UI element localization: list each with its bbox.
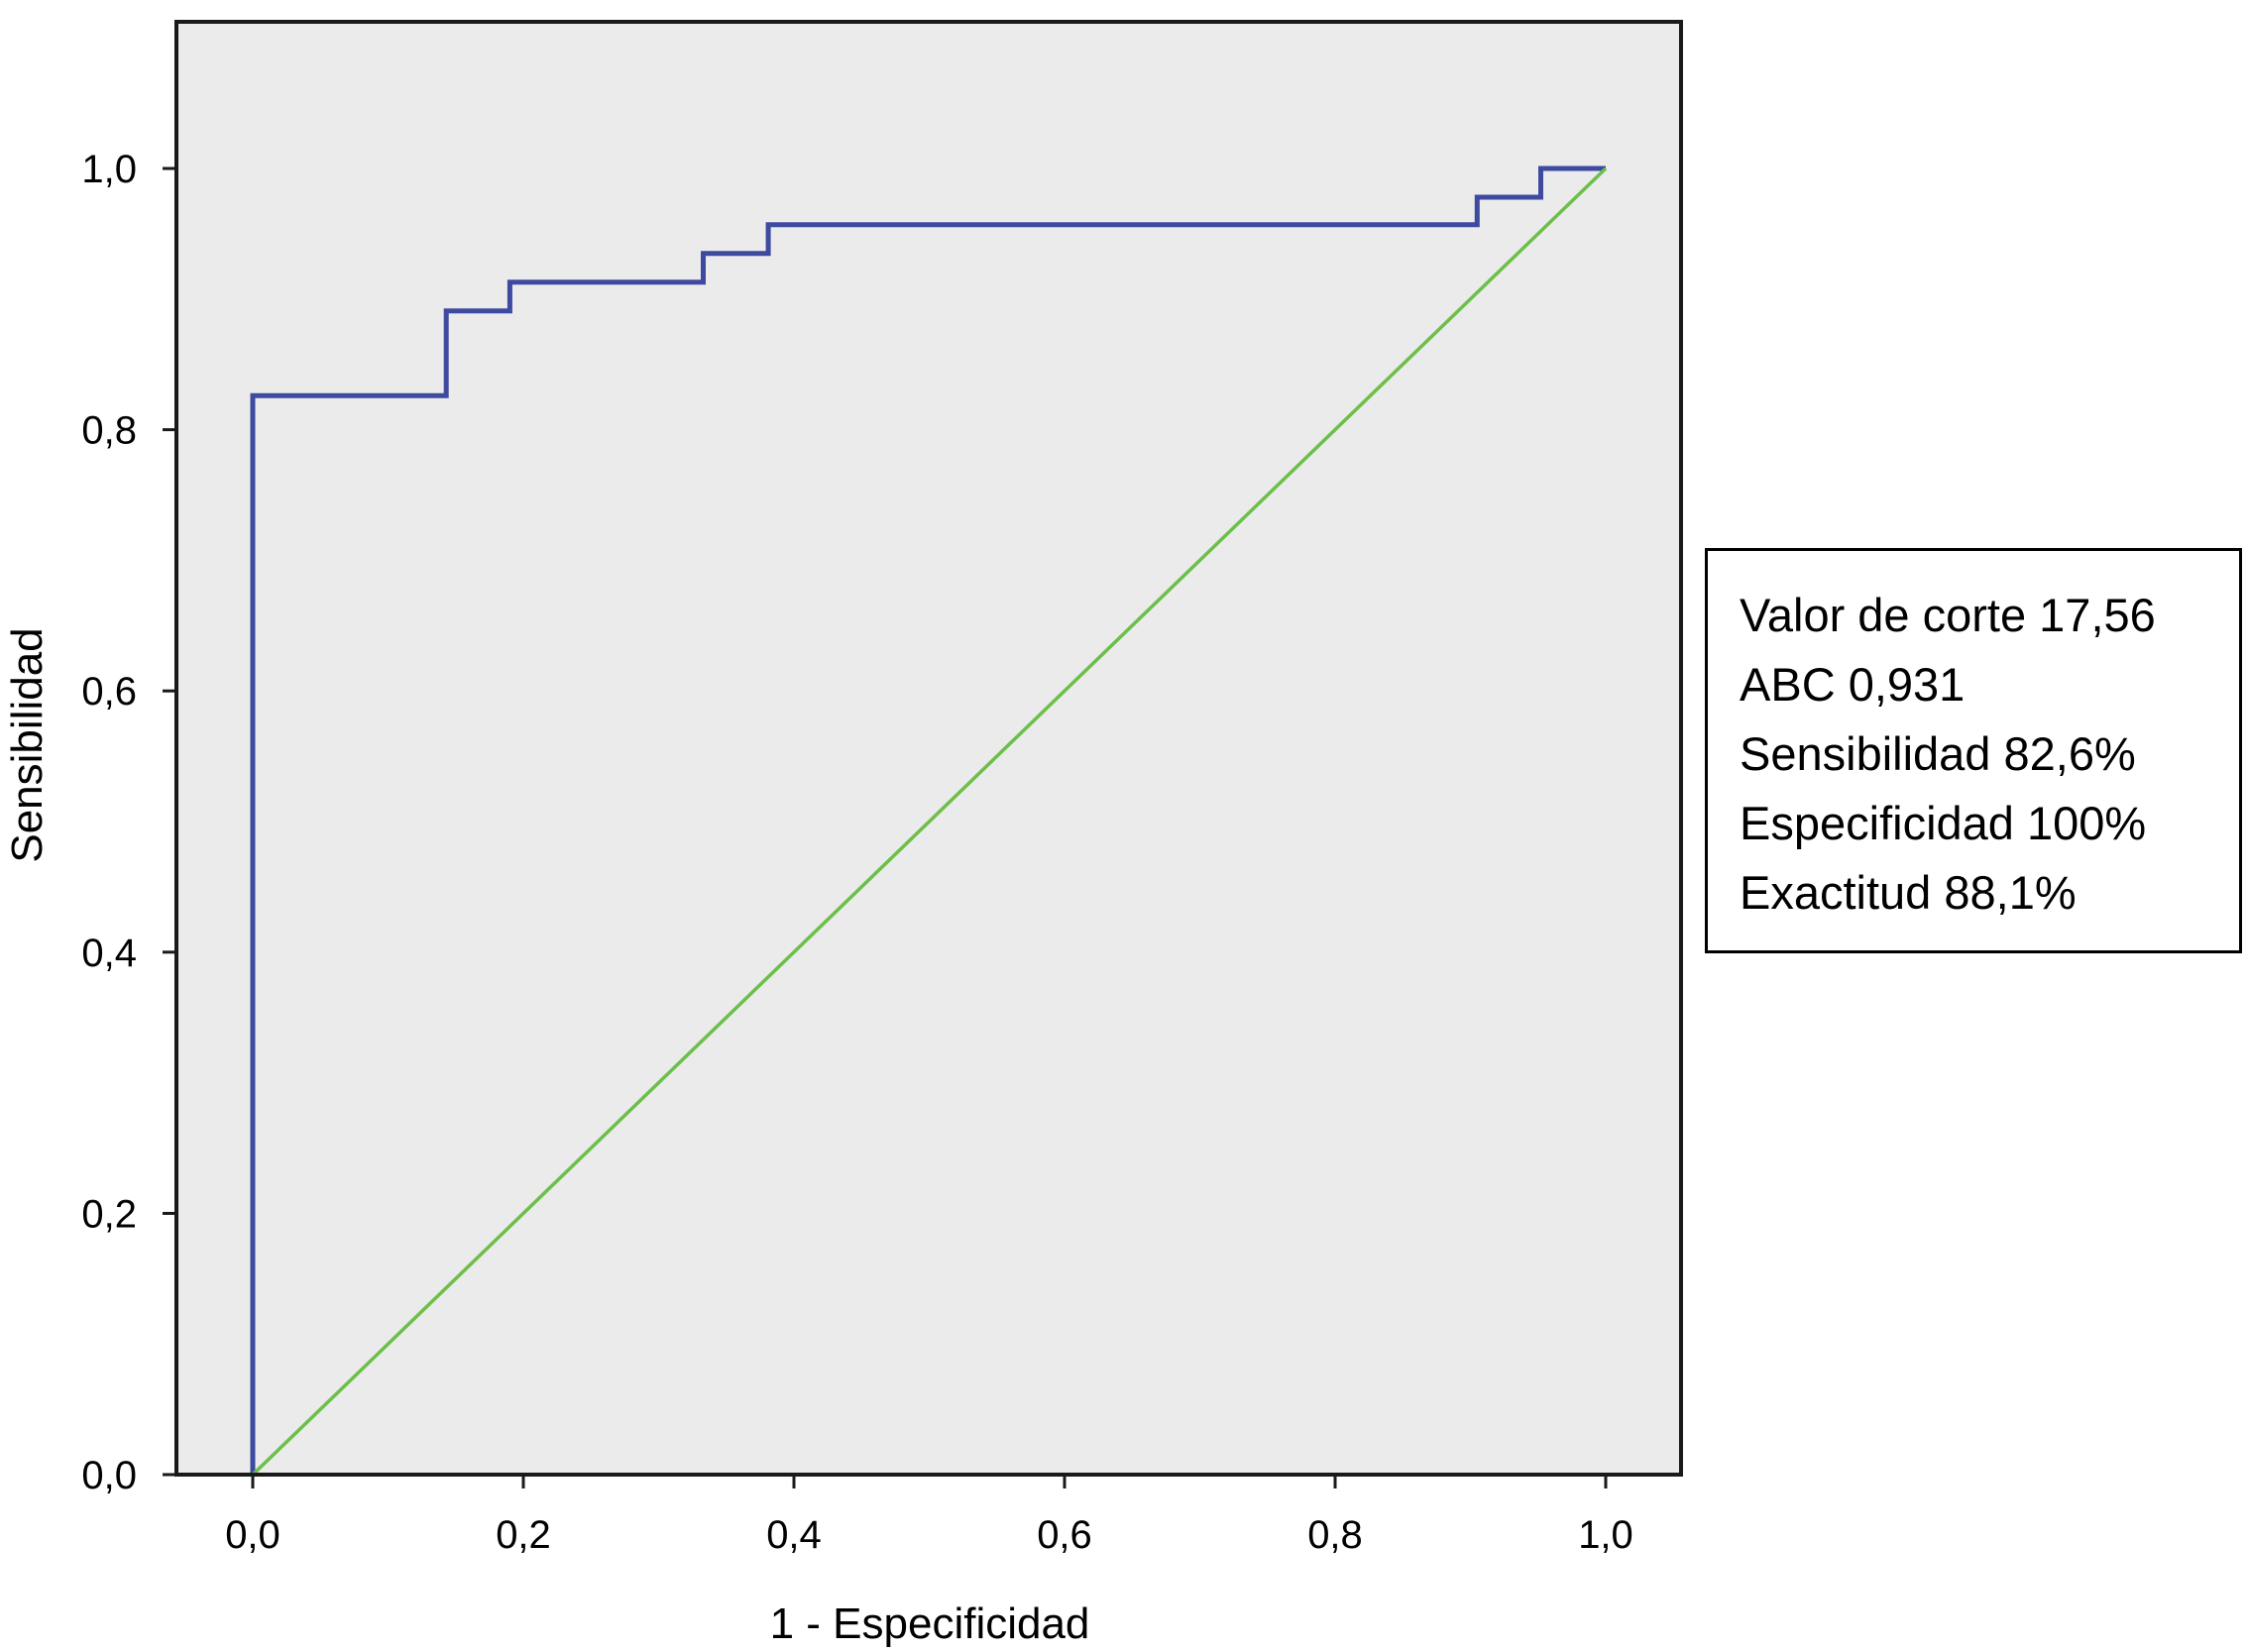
x-tick-label: 0,4 bbox=[766, 1513, 822, 1557]
y-tick-label: 1,0 bbox=[81, 148, 137, 191]
y-tick-label: 0,4 bbox=[81, 932, 137, 975]
stat-cutoff: Valor de corte 17,56 bbox=[1740, 589, 2156, 641]
y-tick-label: 0,6 bbox=[81, 670, 137, 714]
x-tick-label: 0,8 bbox=[1307, 1513, 1363, 1557]
x-tick-label: 0,2 bbox=[496, 1513, 551, 1557]
plot-background bbox=[176, 22, 1681, 1475]
x-tick-label: 0,0 bbox=[225, 1513, 281, 1557]
x-axis-title: 1 - Especificidad bbox=[770, 1599, 1090, 1648]
stats-box: Valor de corte 17,56 ABC 0,931 Sensibili… bbox=[1705, 548, 2242, 953]
axes: 0,0 0,2 0,4 0,6 0,8 1,0 0,0 0,2 0,4 0,6 0,8 1,0 bbox=[81, 20, 1683, 1557]
roc-curve-line bbox=[250, 165, 1606, 1475]
stat-sensitivity: Sensibilidad 82,6% bbox=[1740, 727, 2136, 780]
stat-specificity: Especificidad 100% bbox=[1740, 797, 2147, 849]
stat-accuracy: Exactitud 88,1% bbox=[1740, 866, 2077, 919]
plot-frame bbox=[174, 20, 1683, 1477]
x-tick-label: 0,6 bbox=[1037, 1513, 1092, 1557]
x-tick-label: 1,0 bbox=[1578, 1513, 1633, 1557]
y-tick-label: 0,8 bbox=[81, 409, 137, 453]
stat-auc: ABC 0,931 bbox=[1740, 658, 1966, 711]
plot-area bbox=[176, 22, 1681, 1477]
reference-diagonal-line bbox=[251, 166, 1608, 1477]
y-tick-label: 0,0 bbox=[81, 1454, 137, 1497]
y-axis-title: Sensibilidad bbox=[3, 627, 52, 862]
y-tick-label: 0,2 bbox=[81, 1192, 137, 1236]
